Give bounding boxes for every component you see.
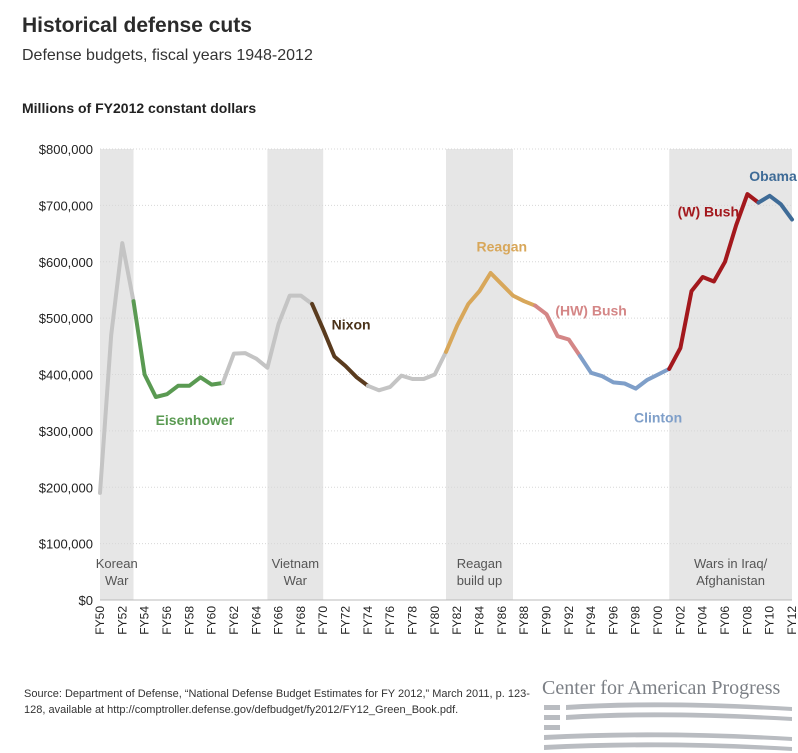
x-tick-label: FY00 — [651, 606, 665, 635]
defense-budget-chart: $0 $100,000 $200,000 $300,000 $400,000 $500,0… — [39, 142, 798, 635]
x-tick-label: FY84 — [472, 606, 486, 635]
x-tick-label: FY66 — [272, 606, 286, 635]
x-tick-label: FY64 — [249, 606, 263, 635]
x-tick-label: FY52 — [115, 606, 129, 635]
x-tick-label: FY10 — [763, 606, 777, 635]
series-line-eisenhower — [131, 299, 225, 399]
x-tick-label: FY12 — [785, 606, 798, 635]
y-tick-label: $600,000 — [39, 255, 93, 270]
annotation-label: Obama — [749, 168, 797, 184]
annotation-label: (W) Bush — [678, 204, 739, 220]
source-note: Source: Department of Defense, “National… — [24, 688, 530, 716]
annotation-label: (HW) Bush — [555, 302, 627, 318]
x-tick-label: FY62 — [227, 606, 241, 635]
x-tick-label: FY82 — [450, 606, 464, 635]
x-tick-label: FY68 — [294, 606, 308, 635]
series-line-reagan — [444, 271, 538, 354]
y-tick-label: $0 — [79, 593, 93, 608]
period-label-3: Wars in Iraq/Afghanistan — [694, 556, 768, 588]
y-tick-label: $300,000 — [39, 424, 93, 439]
annotation-label: Nixon — [332, 316, 371, 332]
series-line-nixon — [310, 302, 370, 388]
y-tick-label: $800,000 — [39, 142, 93, 157]
annotation-label: Eisenhower — [156, 412, 235, 428]
x-tick-label: FY04 — [696, 606, 710, 635]
x-tick-label: FY98 — [629, 606, 643, 635]
annotation-label: Reagan — [477, 239, 528, 255]
x-tick-label: FY72 — [339, 606, 353, 635]
flag-stripes-icon — [544, 702, 792, 751]
x-tick-label: FY02 — [673, 606, 687, 635]
x-tick-label: FY86 — [495, 606, 509, 635]
chart-subtitle: Defense budgets, fiscal years 1948-2012 — [22, 47, 313, 64]
y-tick-label: $400,000 — [39, 368, 93, 383]
chart-title: Historical defense cuts — [22, 14, 252, 37]
x-tick-label: FY74 — [361, 606, 375, 635]
x-tick-label: FY70 — [316, 606, 330, 635]
shaded-period-0 — [100, 149, 134, 600]
x-tick-label: FY50 — [93, 606, 107, 635]
period-label-2: Reagan build up — [457, 556, 503, 588]
x-tick-label: FY78 — [406, 606, 420, 635]
period-label-0: Korean War — [96, 556, 138, 588]
x-tick-label: FY58 — [182, 606, 196, 635]
x-tick-label: FY94 — [584, 606, 598, 635]
x-tick-label: FY76 — [383, 606, 397, 635]
x-tick-label: FY60 — [205, 606, 219, 635]
series-line-gap-2 — [220, 293, 315, 385]
series-line-hw-bush — [533, 303, 582, 358]
y-tick-label: $100,000 — [39, 537, 93, 552]
series-line-clinton — [577, 353, 672, 391]
series-line-w-bush — [667, 192, 761, 371]
y-tick-label: $200,000 — [39, 480, 93, 495]
y-tick-label: $700,000 — [39, 198, 93, 213]
y-axis-label: Millions of FY2012 constant dollars — [22, 100, 257, 116]
annotation-label: Clinton — [634, 409, 682, 425]
x-tick-label: FY54 — [138, 606, 152, 635]
x-tick-label: FY80 — [428, 606, 442, 635]
series-line-gap-0 — [98, 241, 136, 495]
series-line-gap-4 — [365, 349, 448, 393]
x-tick-label: FY92 — [562, 606, 576, 635]
x-tick-label: FY56 — [160, 606, 174, 635]
cap-logo: Center for American Progress — [542, 677, 798, 753]
x-tick-label: FY06 — [718, 606, 732, 635]
period-label-1: Vietnam War — [272, 556, 319, 588]
x-tick-label: FY96 — [606, 606, 620, 635]
series-line-obama — [756, 193, 794, 222]
x-tick-label: FY90 — [539, 606, 553, 635]
logo-text: Center for American Progress — [542, 677, 781, 699]
y-tick-label: $500,000 — [39, 311, 93, 326]
x-tick-label: FY88 — [517, 606, 531, 635]
x-tick-label: FY08 — [740, 606, 754, 635]
